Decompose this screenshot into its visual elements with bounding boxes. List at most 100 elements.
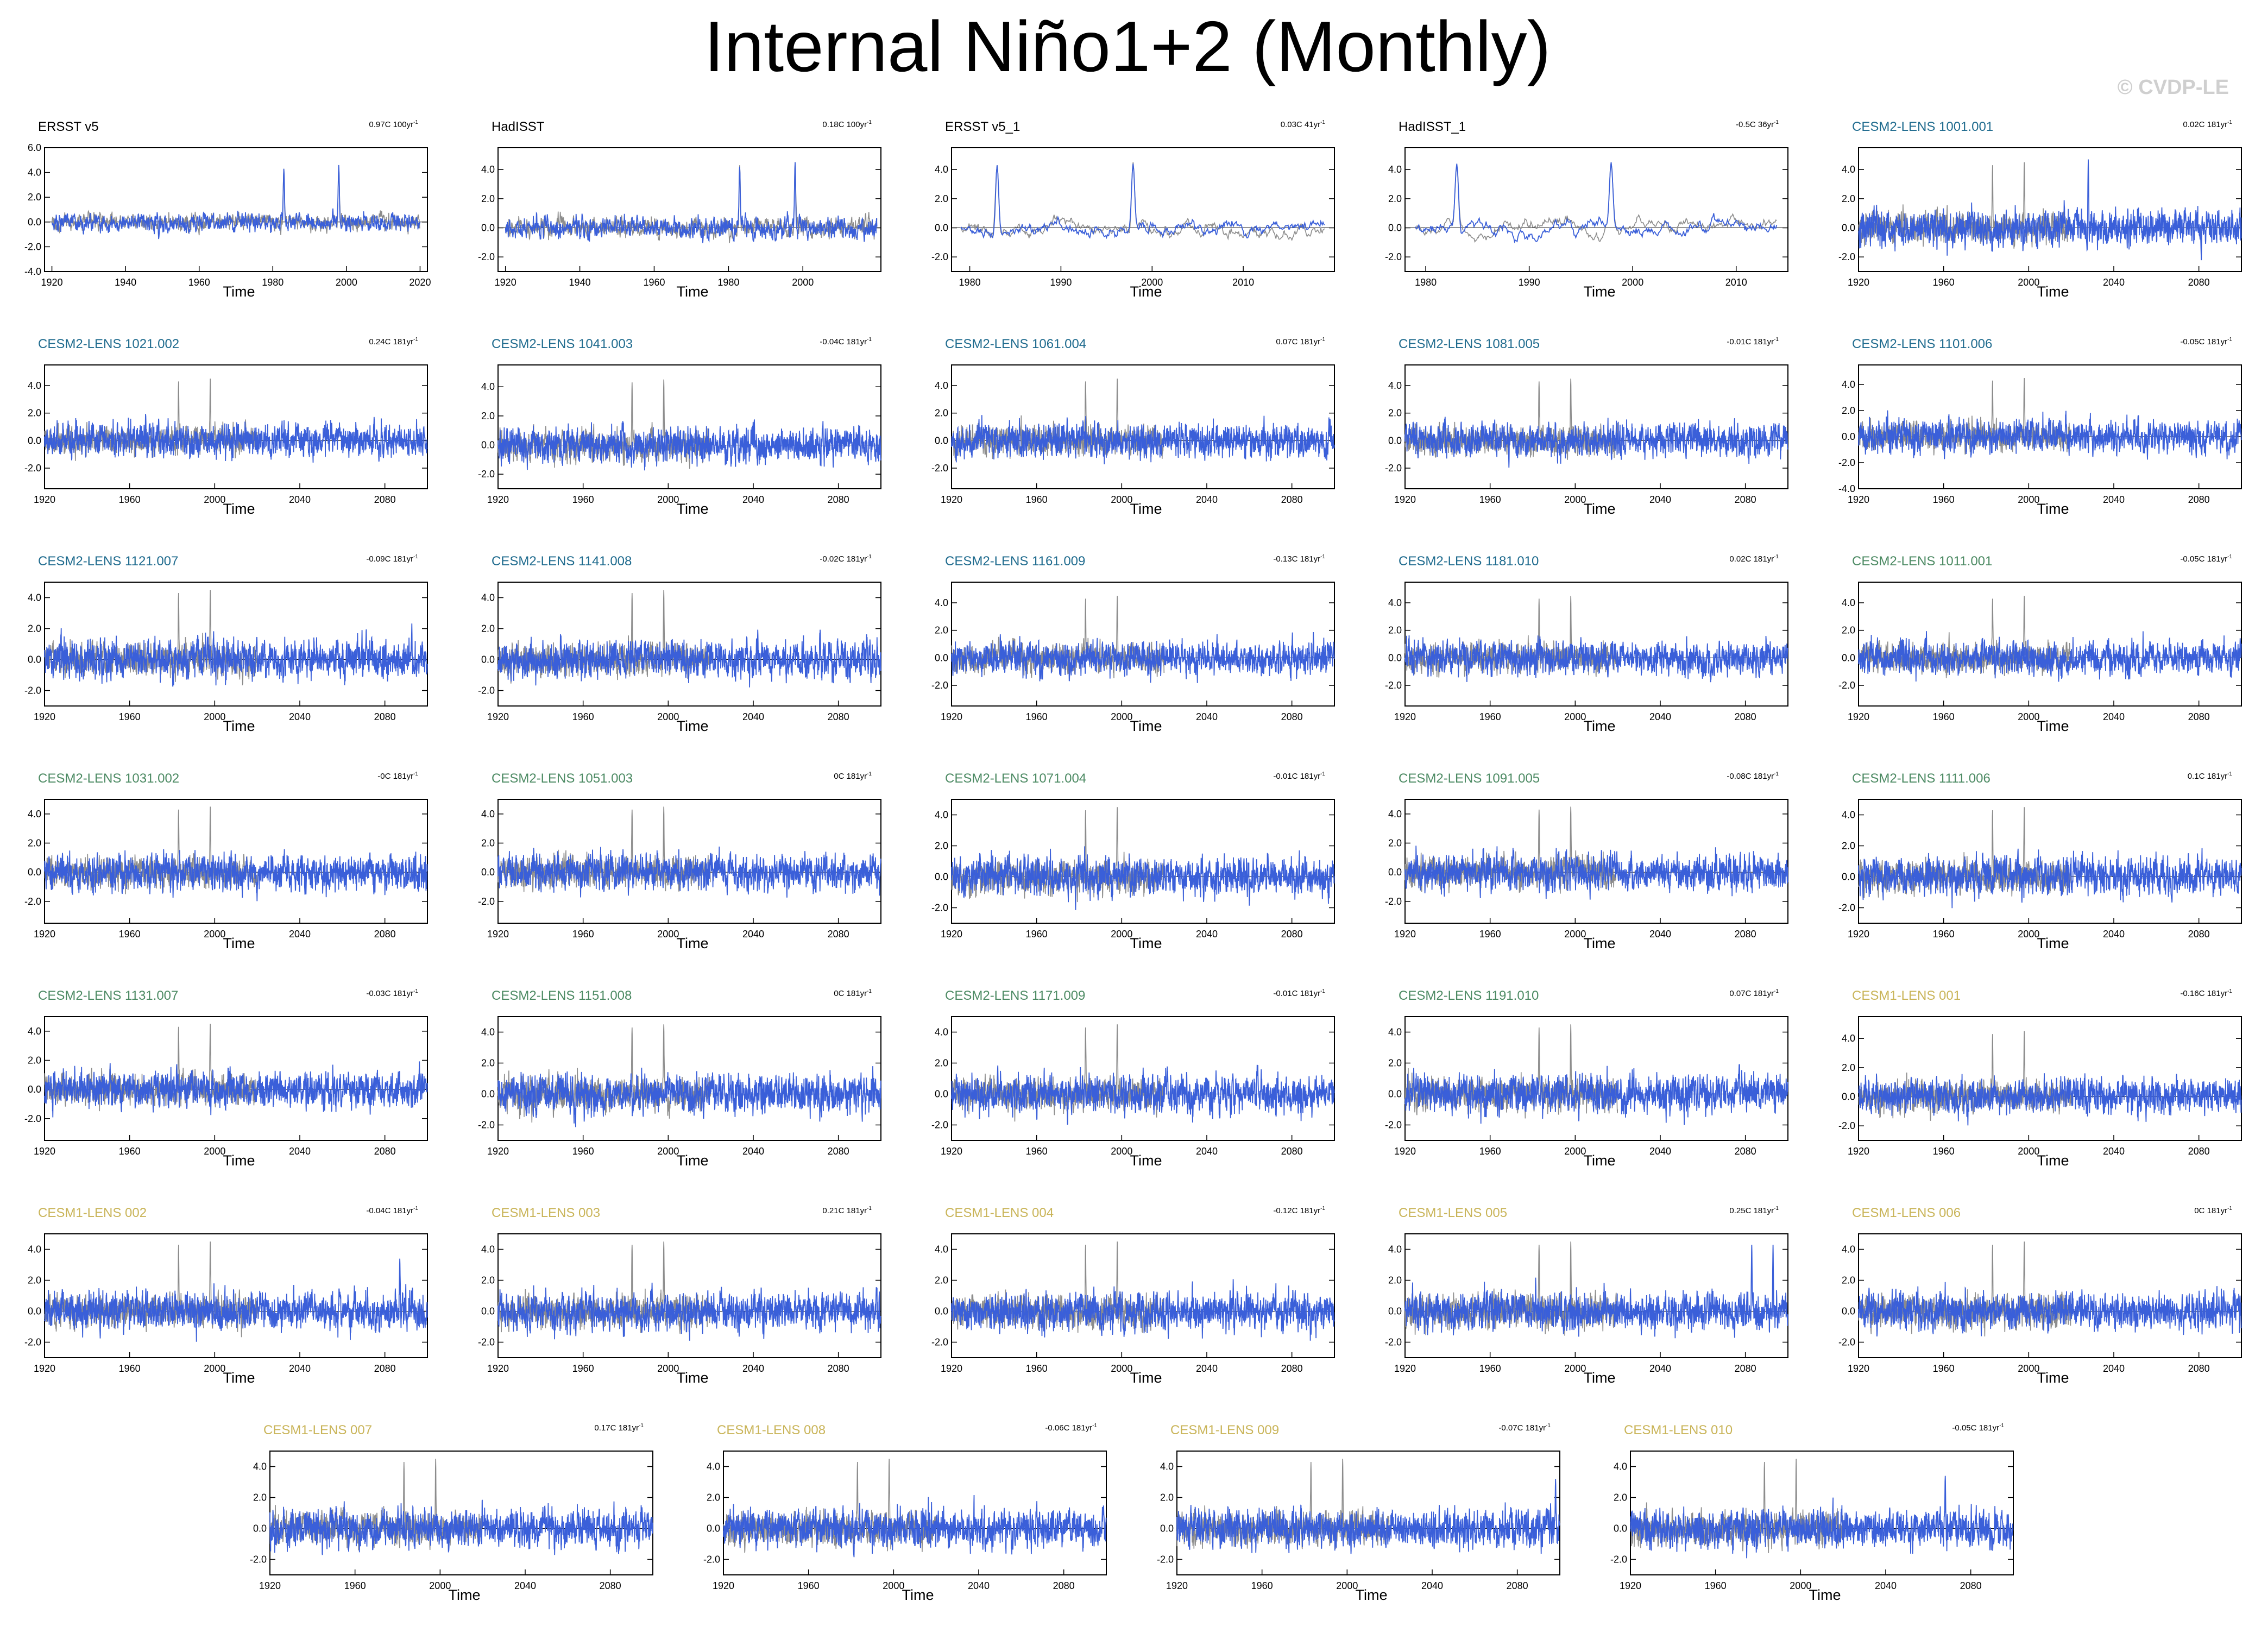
- y-tick-label: -2.0: [1385, 463, 1402, 474]
- x-tick-label: 2040: [1649, 494, 1671, 505]
- x-tick-label: 1960: [188, 277, 210, 288]
- x-tick-label: 1960: [643, 277, 665, 288]
- x-tick-label: 1960: [344, 1580, 366, 1591]
- y-tick-label: 2.0: [707, 1492, 720, 1503]
- y-tick-label: 0.0: [1842, 652, 1855, 663]
- y-tick-label: -2.0: [24, 896, 41, 907]
- chart-panel: CESM1-LENS 007 0.17C 181yr-1 4.0 2.0 0.0 -2.0…: [250, 1423, 671, 1603]
- member-series-line: [1858, 848, 2242, 909]
- x-tick-label: 1920: [34, 1146, 55, 1157]
- y-tick-label: 4.0: [481, 1027, 495, 1038]
- x-tick-label: 2040: [2103, 494, 2125, 505]
- panel-trend: -0.07C 181yr-1: [1498, 1423, 1551, 1433]
- y-tick-label: -2.0: [931, 463, 948, 474]
- chart-panel: CESM1-LENS 006 0C 181yr-1 4.0 2.0 0.0 -2.0 192…: [1838, 1206, 2255, 1386]
- y-tick-label: 2.0: [481, 411, 495, 421]
- panel-plot: 4.0 2.0 0.0 -2.0 1920 1960 2000 2040 2080: [1838, 1233, 2242, 1374]
- member-series-line: [951, 1279, 1335, 1341]
- x-axis-label: Time: [2037, 718, 2069, 734]
- panel-trend: -0.05C 181yr-1: [2180, 337, 2232, 346]
- x-tick-label: 1960: [119, 494, 141, 505]
- member-series-line: [497, 419, 881, 471]
- y-tick-label: -2.0: [478, 896, 495, 907]
- y-tick-label: -2.0: [1838, 251, 1855, 262]
- y-tick-label: -2.0: [1157, 1554, 1174, 1565]
- y-tick-label: 0.0: [1842, 1092, 1855, 1102]
- y-tick-label: 2.0: [481, 193, 495, 204]
- y-tick-label: 0.0: [28, 435, 41, 446]
- y-tick-label: 4.0: [1842, 1033, 1855, 1044]
- x-tick-label: 1960: [572, 1146, 594, 1157]
- y-tick-label: -2.0: [1838, 1337, 1855, 1348]
- y-tick-label: -2.0: [250, 1554, 267, 1565]
- x-tick-label: 2000: [1111, 929, 1132, 940]
- chart-panel: CESM2-LENS 1041.003 -0.04C 181yr-1 4.0 2.0 0…: [478, 337, 899, 517]
- panel-plot: 4.0 2.0 0.0 -2.0 1920 1960 2000 2040 2080: [1385, 582, 1788, 722]
- x-tick-label: 1980: [717, 277, 739, 288]
- plot-frame: [951, 364, 1335, 489]
- y-tick-label: -2.0: [703, 1554, 720, 1565]
- plot-frame: [951, 1016, 1335, 1141]
- plot-frame: [1858, 1233, 2242, 1358]
- panel-title: CESM2-LENS 1091.005: [1399, 771, 1540, 786]
- y-tick-label: 0.0: [1388, 867, 1402, 878]
- panel-title: CESM2-LENS 1111.006: [1852, 771, 1991, 786]
- x-tick-label: 1960: [1026, 929, 1048, 940]
- x-tick-label: 2040: [1649, 1363, 1671, 1374]
- y-tick-label: 0.0: [935, 435, 948, 446]
- y-tick-label: 2.0: [935, 841, 948, 852]
- x-tick-label: 1920: [941, 1146, 962, 1157]
- x-tick-label: 1960: [1479, 494, 1501, 505]
- chart-panel: CESM2-LENS 1111.006 0.1C 181yr-1 4.0 2.0 0.0…: [1838, 771, 2255, 951]
- x-tick-label: 2080: [1281, 711, 1303, 722]
- x-tick-label: 2080: [1053, 1580, 1075, 1591]
- y-tick-label: 2.0: [1842, 1062, 1855, 1073]
- panel-plot: 4.0 2.0 0.0 -2.0 1920 1960 2000 2040 2080: [1385, 799, 1788, 940]
- panel-trend: 0.1C 181yr-1: [2187, 771, 2232, 781]
- plot-frame: [497, 364, 881, 489]
- y-tick-label: 2.0: [935, 193, 948, 204]
- x-tick-label: 2080: [1735, 494, 1756, 505]
- x-tick-label: 1940: [115, 277, 136, 288]
- x-tick-label: 2040: [1196, 929, 1218, 940]
- x-tick-label: 2040: [2103, 929, 2125, 940]
- y-tick-label: 4.0: [253, 1461, 267, 1472]
- x-axis-label: Time: [1583, 935, 1616, 951]
- x-tick-label: 1920: [487, 1363, 509, 1374]
- y-tick-label: -2.0: [24, 685, 41, 696]
- panel-plot: 4.0 2.0 0.0 -2.0 1920 1960 2000 2040 2080: [24, 1016, 428, 1157]
- y-tick-label: 2.0: [481, 623, 495, 634]
- y-tick-label: 4.0: [707, 1461, 720, 1472]
- panel-trend: -0.02C 181yr-1: [820, 554, 872, 564]
- x-tick-label: 1960: [1026, 1146, 1048, 1157]
- panel-trend: 0.02C 181yr-1: [2183, 119, 2232, 129]
- x-axis-label: Time: [2037, 1370, 2069, 1386]
- x-tick-label: 2000: [1790, 1580, 1811, 1591]
- x-tick-label: 1960: [798, 1580, 820, 1591]
- panel-title: CESM2-LENS 1141.008: [492, 554, 632, 569]
- x-tick-label: 2040: [1196, 1363, 1218, 1374]
- x-tick-label: 1920: [941, 929, 962, 940]
- panel-trend: -0.06C 181yr-1: [1045, 1423, 1097, 1433]
- y-tick-label: 4.0: [935, 164, 948, 175]
- y-tick-label: 4.0: [1842, 810, 1855, 821]
- y-tick-label: 2.0: [1388, 1058, 1402, 1069]
- x-tick-label: 1960: [1705, 1580, 1727, 1591]
- y-tick-label: -2.0: [931, 680, 948, 691]
- x-axis-label: Time: [1583, 1370, 1616, 1386]
- x-tick-label: 2080: [828, 494, 849, 505]
- y-tick-label: 4.0: [28, 167, 41, 178]
- y-tick-label: 0.0: [1388, 1089, 1402, 1100]
- y-tick-label: 0.0: [481, 1089, 495, 1100]
- plot-frame: [1858, 147, 2242, 272]
- member-series-line: [44, 849, 428, 901]
- y-tick-label: 2.0: [28, 192, 41, 203]
- chart-panel: CESM2-LENS 1101.006 -0.05C 181yr-1 4.0 2.0 0…: [1838, 337, 2255, 517]
- panel-trend: 0C 181yr-1: [834, 988, 872, 998]
- x-tick-label: 2000: [1141, 277, 1163, 288]
- panel-title: CESM1-LENS 005: [1399, 1206, 1508, 1220]
- x-tick-label: 2040: [2103, 1363, 2125, 1374]
- member-series-line: [1858, 159, 2242, 261]
- y-tick-label: 0.0: [1842, 872, 1855, 882]
